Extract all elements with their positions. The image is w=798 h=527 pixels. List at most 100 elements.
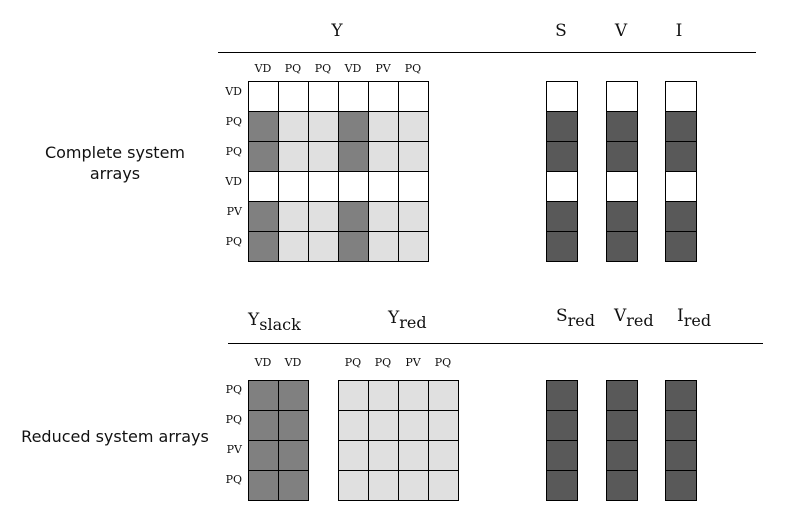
col-label: PQ <box>314 62 332 75</box>
matrix-cell-gen <box>338 201 369 232</box>
matrix-cell-gen <box>248 111 279 142</box>
matrix-cell-empty <box>368 171 399 202</box>
matrix-cell-gen <box>248 231 279 262</box>
v-red-vector-grid <box>606 380 638 501</box>
v-red-header: Vred <box>614 306 654 330</box>
matrix-cell-vector <box>665 470 697 501</box>
row-label: VD <box>225 175 242 188</box>
v-vector-header: V <box>614 21 628 41</box>
matrix-cell-load <box>278 231 309 262</box>
matrix-cell-vector <box>546 111 578 142</box>
row-label: PQ <box>225 235 242 248</box>
matrix-cell-load <box>368 201 399 232</box>
col-label: PQ <box>374 356 392 369</box>
row-label: PQ <box>225 383 242 396</box>
i-vector-header: I <box>675 21 683 41</box>
matrix-cell-gen <box>248 410 279 441</box>
matrix-cell-vector <box>546 380 578 411</box>
matrix-cell-empty <box>308 81 339 112</box>
matrix-cell-load <box>338 440 369 471</box>
matrix-cell-vector <box>606 111 638 142</box>
matrix-cell-empty <box>338 171 369 202</box>
reduced-system-label: Reduced system arrays <box>21 427 209 446</box>
matrix-cell-vector <box>665 141 697 172</box>
matrix-cell-load <box>368 380 399 411</box>
matrix-cell-vector <box>606 141 638 172</box>
matrix-cell-load <box>278 141 309 172</box>
matrix-cell-load <box>398 470 429 501</box>
matrix-cell-vector <box>546 201 578 232</box>
matrix-cell-vector <box>546 410 578 441</box>
row-label: PV <box>226 443 242 456</box>
matrix-cell-load <box>308 111 339 142</box>
col-label: VD <box>344 62 362 75</box>
matrix-cell-vector <box>606 231 638 262</box>
matrix-cell-vector <box>665 440 697 471</box>
row-label: PQ <box>225 145 242 158</box>
matrix-cell-vector <box>606 410 638 441</box>
matrix-cell-empty <box>338 81 369 112</box>
matrix-cell-load <box>398 141 429 172</box>
col-label: VD <box>254 62 272 75</box>
matrix-cell-gen <box>278 440 309 471</box>
col-label: PQ <box>404 62 422 75</box>
matrix-cell-gen <box>338 111 369 142</box>
i-red-header: Ired <box>677 306 712 330</box>
y-matrix-header: Y <box>331 21 343 41</box>
i-vector-grid <box>665 81 697 262</box>
col-label: PV <box>375 62 391 75</box>
matrix-cell-load <box>428 440 459 471</box>
matrix-cell-load <box>278 201 309 232</box>
matrix-cell-vector <box>665 111 697 142</box>
matrix-cell-gen <box>248 380 279 411</box>
col-label: PQ <box>434 356 452 369</box>
matrix-cell-load <box>398 111 429 142</box>
complete-header-rule <box>218 52 756 53</box>
matrix-cell-load <box>368 410 399 441</box>
matrix-cell-empty <box>665 81 697 112</box>
matrix-cell-vector <box>606 470 638 501</box>
matrix-cell-empty <box>248 81 279 112</box>
s-red-vector-grid <box>546 380 578 501</box>
row-label: PQ <box>225 115 242 128</box>
s-vector-header: S <box>555 21 567 41</box>
y-red-grid <box>338 380 459 501</box>
matrix-cell-load <box>398 410 429 441</box>
row-label: PQ <box>225 413 242 426</box>
matrix-cell-load <box>278 111 309 142</box>
matrix-cell-load <box>368 141 399 172</box>
matrix-cell-load <box>308 201 339 232</box>
complete-system-label: Complete system arrays <box>44 143 186 183</box>
matrix-cell-load <box>428 410 459 441</box>
matrix-cell-vector <box>546 231 578 262</box>
col-label: VD <box>284 356 302 369</box>
col-label: PQ <box>284 62 302 75</box>
y-slack-header: Yslack <box>248 310 301 334</box>
matrix-cell-vector <box>546 470 578 501</box>
matrix-cell-vector <box>546 141 578 172</box>
matrix-cell-load <box>368 470 399 501</box>
i-red-vector-grid <box>665 380 697 501</box>
matrix-cell-vector <box>606 380 638 411</box>
matrix-cell-load <box>308 231 339 262</box>
matrix-cell-empty <box>398 81 429 112</box>
matrix-cell-empty <box>278 81 309 112</box>
col-label: PQ <box>344 356 362 369</box>
matrix-cell-load <box>308 141 339 172</box>
matrix-cell-load <box>338 410 369 441</box>
matrix-cell-load <box>428 380 459 411</box>
matrix-cell-vector <box>546 440 578 471</box>
matrix-cell-load <box>398 201 429 232</box>
row-label: PQ <box>225 473 242 486</box>
matrix-cell-empty <box>606 81 638 112</box>
matrix-cell-empty <box>278 171 309 202</box>
col-label: PV <box>405 356 421 369</box>
y-matrix-grid <box>248 81 429 262</box>
matrix-cell-load <box>398 380 429 411</box>
matrix-cell-empty <box>368 81 399 112</box>
matrix-cell-empty <box>546 81 578 112</box>
reduced-header-rule <box>228 343 763 344</box>
matrix-cell-vector <box>665 380 697 411</box>
matrix-cell-vector <box>606 201 638 232</box>
row-label: VD <box>225 85 242 98</box>
